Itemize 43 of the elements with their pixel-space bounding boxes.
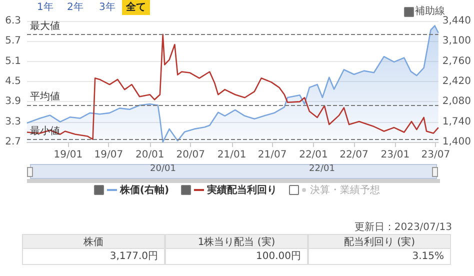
y-tick-label: 5.7 bbox=[5, 36, 21, 47]
text: 補助線 bbox=[415, 4, 445, 17]
x-tick-label: 19/07 bbox=[94, 150, 124, 160]
text: 1株当り配当 (実) bbox=[165, 234, 308, 249]
y2-tick-label: 2,080 bbox=[442, 96, 472, 108]
x-tick-label: 19/01 bbox=[54, 150, 83, 160]
text: 3,177.0円 bbox=[22, 249, 165, 265]
y2-tick-label: 1,740 bbox=[442, 116, 472, 128]
ref-line-label: 最大値 bbox=[30, 20, 60, 32]
x-tick-label: 22/01 bbox=[299, 150, 328, 160]
legend-label: 株価(右軸) bbox=[120, 184, 170, 197]
x-tick-label: 21/01 bbox=[217, 150, 246, 160]
y-tick-label: 5.1 bbox=[5, 56, 21, 67]
x-tick-label: 20/01 bbox=[135, 150, 164, 160]
y-tick-label: 3.3 bbox=[5, 116, 21, 128]
text: 株価 bbox=[22, 234, 165, 249]
y2-tick-label: 2,420 bbox=[442, 76, 472, 87]
x-tick-label: 22/07 bbox=[340, 150, 368, 160]
x-tick-label: 23/07 bbox=[421, 150, 450, 160]
y-tick-label: 4.5 bbox=[5, 76, 21, 87]
text: 100.00円 bbox=[165, 249, 308, 265]
y-tick-label: 3.9 bbox=[5, 96, 21, 108]
x-tick-label: 21/07 bbox=[258, 150, 287, 160]
y-tick-label: 2.7 bbox=[5, 136, 21, 148]
ref-line-label: 平均値 bbox=[30, 90, 60, 103]
text: 1年 bbox=[36, 1, 54, 15]
text: 22/01 bbox=[309, 164, 335, 174]
text: 3.15% bbox=[308, 249, 451, 265]
text: 決算・業績予想 bbox=[310, 184, 380, 197]
x-tick-label: 23/01 bbox=[380, 150, 410, 160]
y-tick-label: 6.3 bbox=[5, 16, 21, 26]
x-tick-label: 20/07 bbox=[176, 150, 206, 160]
text: 更新日：2023/07/13 bbox=[354, 220, 452, 234]
y2-tick-label: 2,760 bbox=[442, 56, 472, 67]
y2-tick-label: 1,400 bbox=[442, 136, 472, 148]
text: 全て bbox=[122, 0, 150, 15]
legend-label: 実績配当利回り bbox=[207, 183, 278, 197]
text: 20/01 bbox=[150, 164, 176, 174]
text: 3年 bbox=[98, 1, 116, 15]
text: 配当利回り (実) bbox=[308, 234, 451, 249]
y2-tick-label: 3,100 bbox=[442, 36, 472, 47]
text: 2年 bbox=[66, 1, 84, 15]
y2-tick-label: 3,440 bbox=[442, 16, 472, 26]
